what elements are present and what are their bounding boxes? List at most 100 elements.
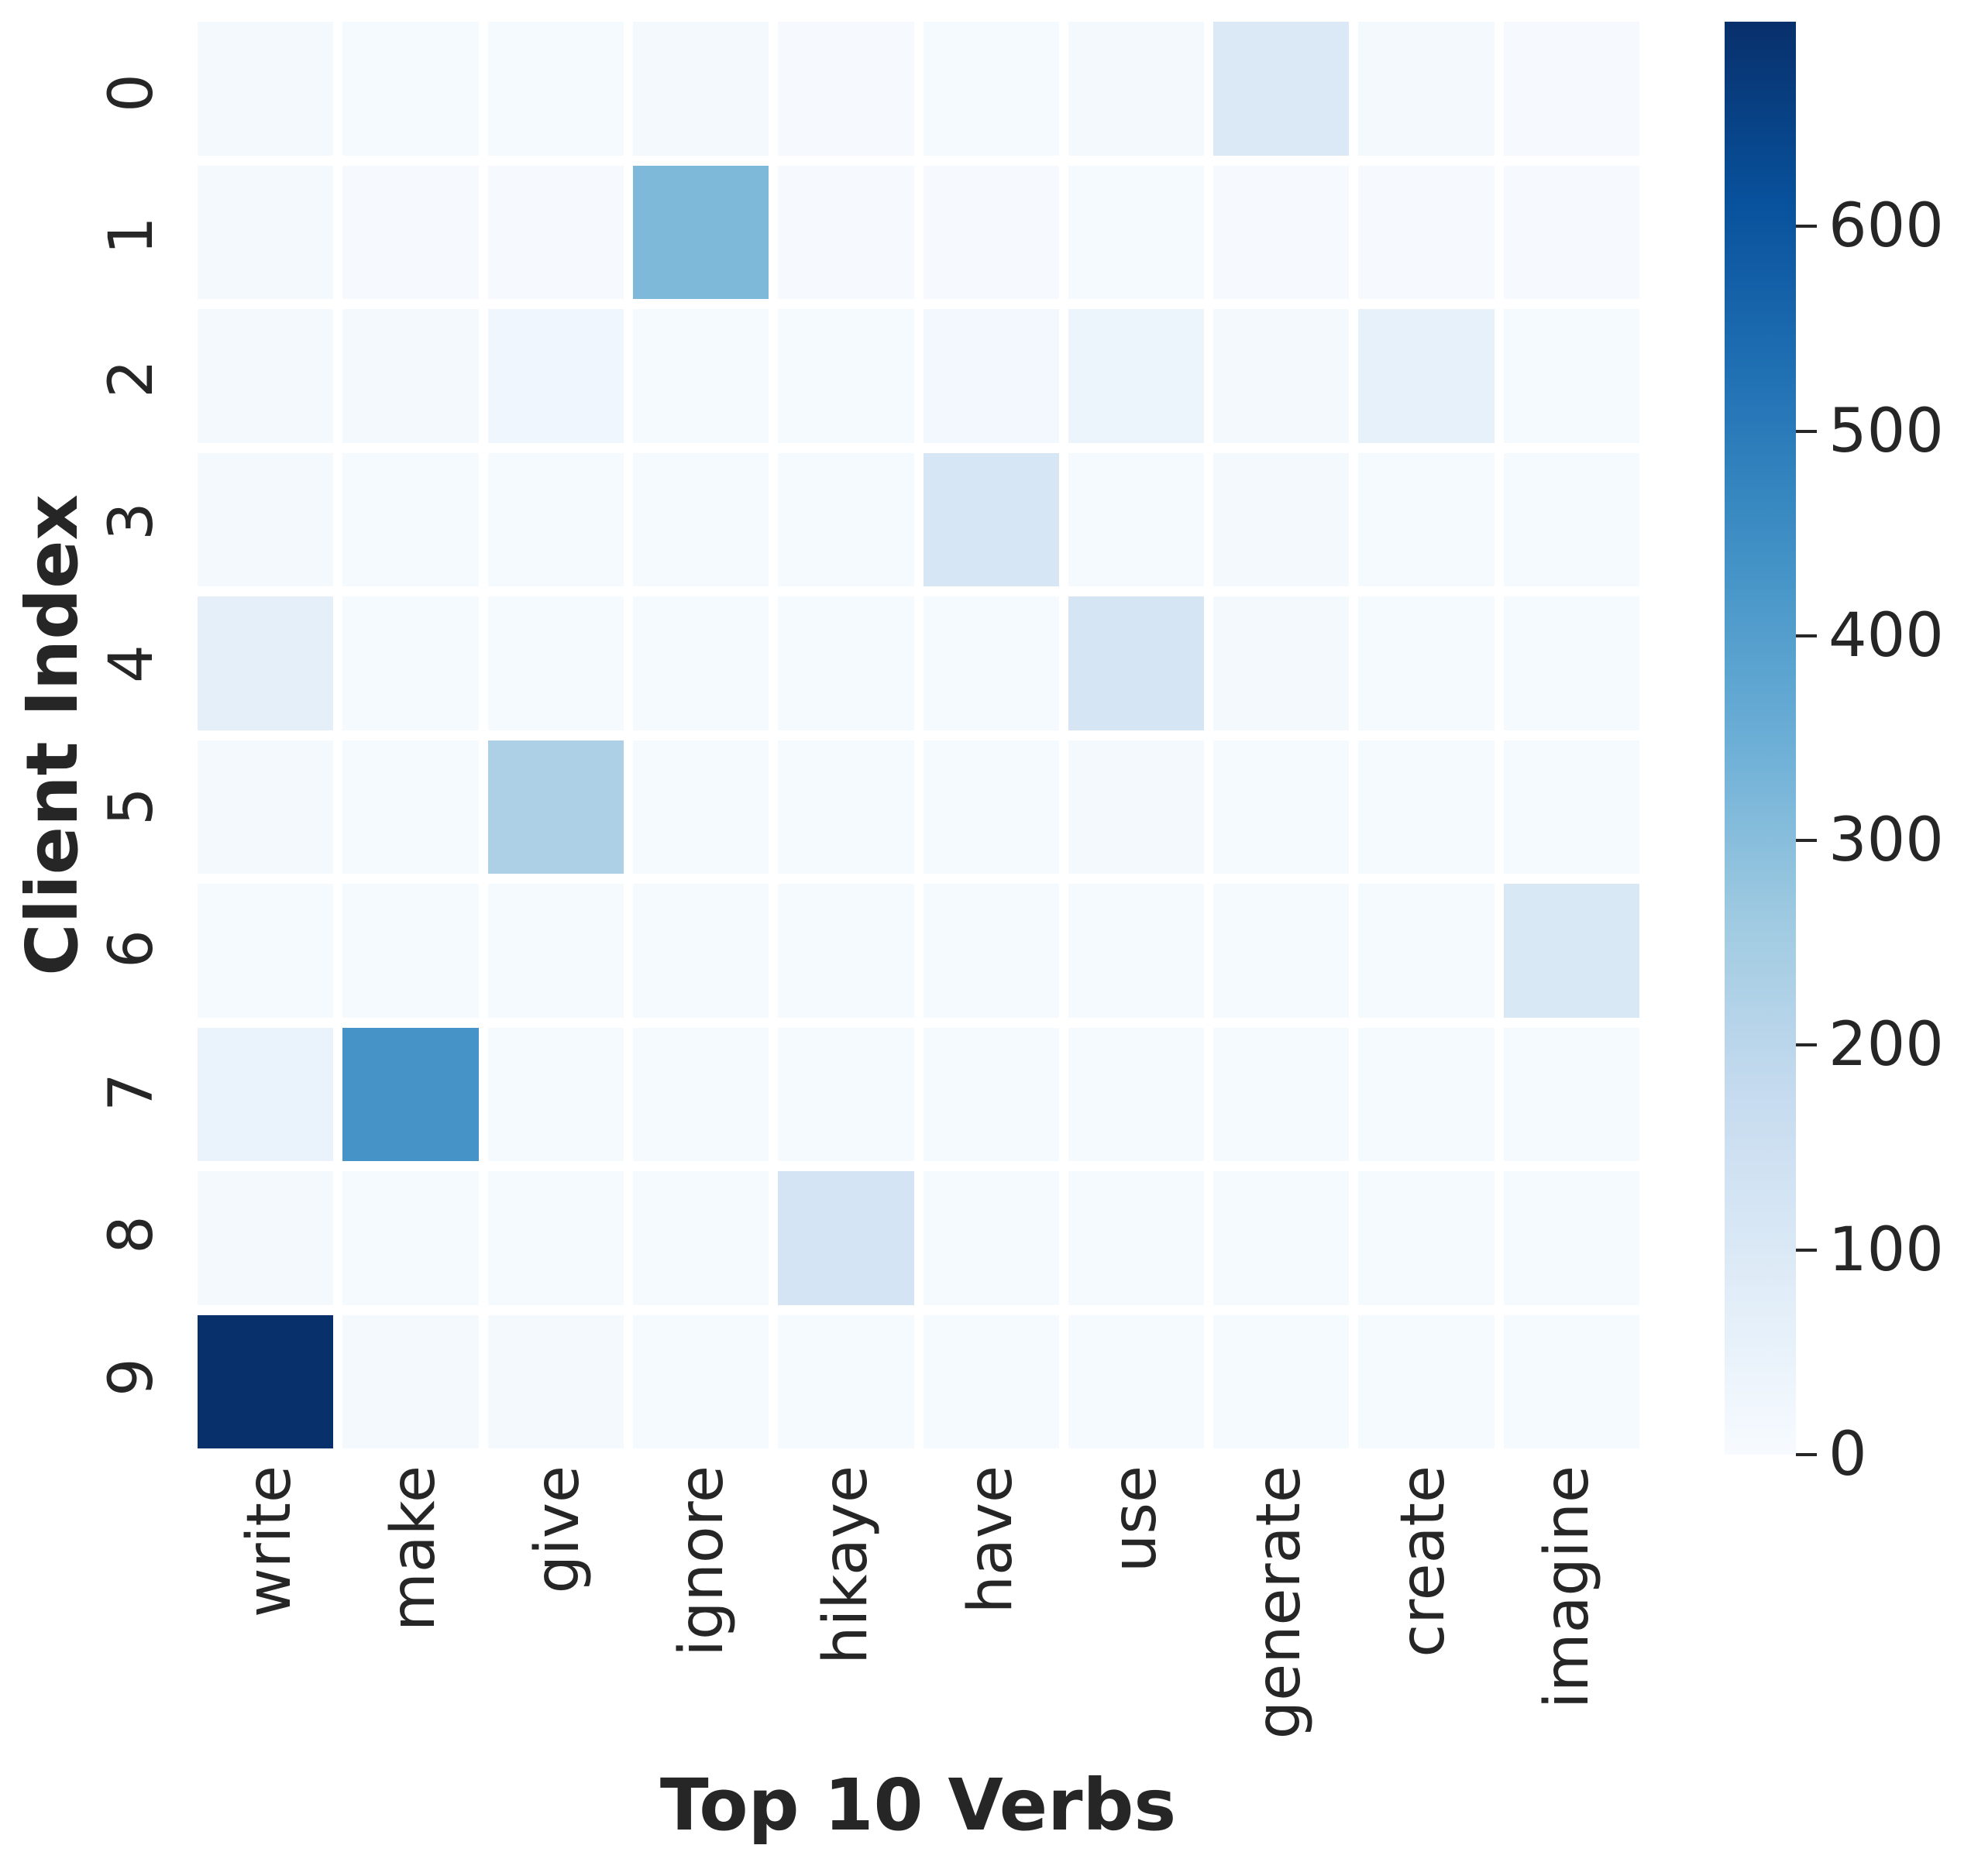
colorbar-tick-label: 500 bbox=[1828, 396, 1944, 466]
heatmap-cell bbox=[923, 165, 1059, 299]
heatmap-cell bbox=[1068, 452, 1205, 586]
heatmap-cell bbox=[1068, 1314, 1205, 1448]
heatmap-cell bbox=[1213, 740, 1350, 874]
heatmap-cell bbox=[342, 22, 479, 156]
heatmap-cell bbox=[632, 740, 769, 874]
heatmap-cell bbox=[923, 1171, 1059, 1305]
heatmap-cell bbox=[1068, 1171, 1205, 1305]
heatmap-cell bbox=[1503, 165, 1639, 299]
heatmap-cell bbox=[342, 165, 479, 299]
heatmap-cell bbox=[1213, 165, 1350, 299]
heatmap-cell bbox=[1503, 1314, 1639, 1448]
x-tick-label: make bbox=[379, 1465, 449, 1632]
colorbar-tick-mark bbox=[1796, 1453, 1817, 1456]
heatmap-cell bbox=[1068, 309, 1205, 443]
colorbar-tick-mark bbox=[1796, 634, 1817, 637]
heatmap-cell bbox=[198, 452, 334, 586]
heatmap-cell bbox=[923, 452, 1059, 586]
colorbar-tick-mark bbox=[1796, 1248, 1817, 1252]
heatmap-cell bbox=[1503, 1171, 1639, 1305]
heatmap-cell bbox=[1358, 596, 1495, 730]
heatmap-cell bbox=[198, 596, 334, 730]
heatmap-cell bbox=[487, 740, 624, 874]
colorbar-tick-label: 0 bbox=[1828, 1420, 1867, 1489]
colorbar-tick-mark bbox=[1796, 225, 1817, 228]
y-tick-label: 7 bbox=[97, 1072, 167, 1112]
heatmap-cell bbox=[198, 22, 334, 156]
heatmap-cell bbox=[778, 884, 914, 1018]
heatmap-cell bbox=[632, 1171, 769, 1305]
y-tick-label: 5 bbox=[97, 787, 167, 826]
colorbar-tick-mark bbox=[1796, 429, 1817, 433]
heatmap-cell bbox=[632, 165, 769, 299]
x-tick-label: create bbox=[1388, 1465, 1458, 1658]
y-tick-label: 8 bbox=[97, 1215, 167, 1254]
y-tick-label: 6 bbox=[97, 929, 167, 969]
heatmap-cell bbox=[1358, 884, 1495, 1018]
colorbar-tick-label: 400 bbox=[1828, 600, 1944, 671]
y-tick-label: 9 bbox=[97, 1358, 167, 1397]
x-tick-label: imagine bbox=[1532, 1465, 1602, 1709]
heatmap-cell bbox=[487, 309, 624, 443]
heatmap-cell bbox=[1213, 1171, 1350, 1305]
heatmap-cell bbox=[1503, 596, 1639, 730]
x-tick-label: ignore bbox=[667, 1465, 738, 1657]
heatmap-cell bbox=[198, 740, 334, 874]
heatmap-cell bbox=[342, 309, 479, 443]
colorbar-tick-mark bbox=[1796, 839, 1817, 843]
heatmap-cell bbox=[198, 1171, 334, 1305]
heatmap-cell bbox=[342, 740, 479, 874]
y-tick-label: 0 bbox=[97, 74, 167, 112]
heatmap-cell bbox=[1068, 740, 1205, 874]
heatmap-cell bbox=[778, 596, 914, 730]
heatmap-cell bbox=[632, 884, 769, 1018]
heatmap-cell bbox=[1358, 309, 1495, 443]
heatmap-cell bbox=[198, 309, 334, 443]
heatmap-cell bbox=[923, 884, 1059, 1018]
y-axis-title: Client Index bbox=[11, 494, 94, 976]
heatmap-cell bbox=[487, 596, 624, 730]
heatmap-cell bbox=[1068, 596, 1205, 730]
heatmap-cell bbox=[1213, 309, 1350, 443]
heatmap-cell bbox=[1068, 1027, 1205, 1161]
heatmap-cell bbox=[487, 1314, 624, 1448]
heatmap-cell bbox=[1068, 884, 1205, 1018]
heatmap-cell bbox=[1503, 309, 1639, 443]
x-tick-label: hikaye bbox=[811, 1465, 882, 1665]
colorbar-tick-label: 100 bbox=[1828, 1215, 1944, 1285]
heatmap-cell bbox=[1213, 596, 1350, 730]
heatmap-cell bbox=[632, 596, 769, 730]
heatmap-cell bbox=[342, 1171, 479, 1305]
heatmap-cell bbox=[923, 1314, 1059, 1448]
y-tick-label: 3 bbox=[97, 501, 167, 541]
colorbar-gradient bbox=[1725, 22, 1796, 1455]
x-tick-label: write bbox=[235, 1465, 305, 1618]
heatmap-cell bbox=[1503, 1027, 1639, 1161]
heatmap-cell bbox=[923, 596, 1059, 730]
y-tick-label: 1 bbox=[97, 216, 167, 256]
heatmap-cell bbox=[778, 740, 914, 874]
heatmap-cell bbox=[1213, 1027, 1350, 1161]
heatmap-cell bbox=[1358, 740, 1495, 874]
heatmap-cell bbox=[923, 1027, 1059, 1161]
x-tick-label: have bbox=[955, 1465, 1026, 1614]
heatmap-grid bbox=[198, 22, 1639, 1448]
heatmap-cell bbox=[778, 452, 914, 586]
y-tick-label: 4 bbox=[97, 644, 167, 683]
heatmap-cell bbox=[487, 22, 624, 156]
heatmap-cell bbox=[778, 165, 914, 299]
heatmap-cell bbox=[1213, 22, 1350, 156]
heatmap-cell bbox=[1358, 1171, 1495, 1305]
colorbar-tick-label: 300 bbox=[1828, 806, 1944, 876]
heatmap-cell bbox=[198, 884, 334, 1018]
heatmap-cell bbox=[198, 165, 334, 299]
heatmap-cell bbox=[487, 884, 624, 1018]
heatmap-cell bbox=[632, 1314, 769, 1448]
heatmap-cell bbox=[198, 1027, 334, 1161]
heatmap-cell bbox=[342, 452, 479, 586]
heatmap-cell bbox=[923, 740, 1059, 874]
heatmap-cell bbox=[1503, 740, 1639, 874]
heatmap-cell bbox=[1213, 1314, 1350, 1448]
heatmap-cell bbox=[778, 1314, 914, 1448]
